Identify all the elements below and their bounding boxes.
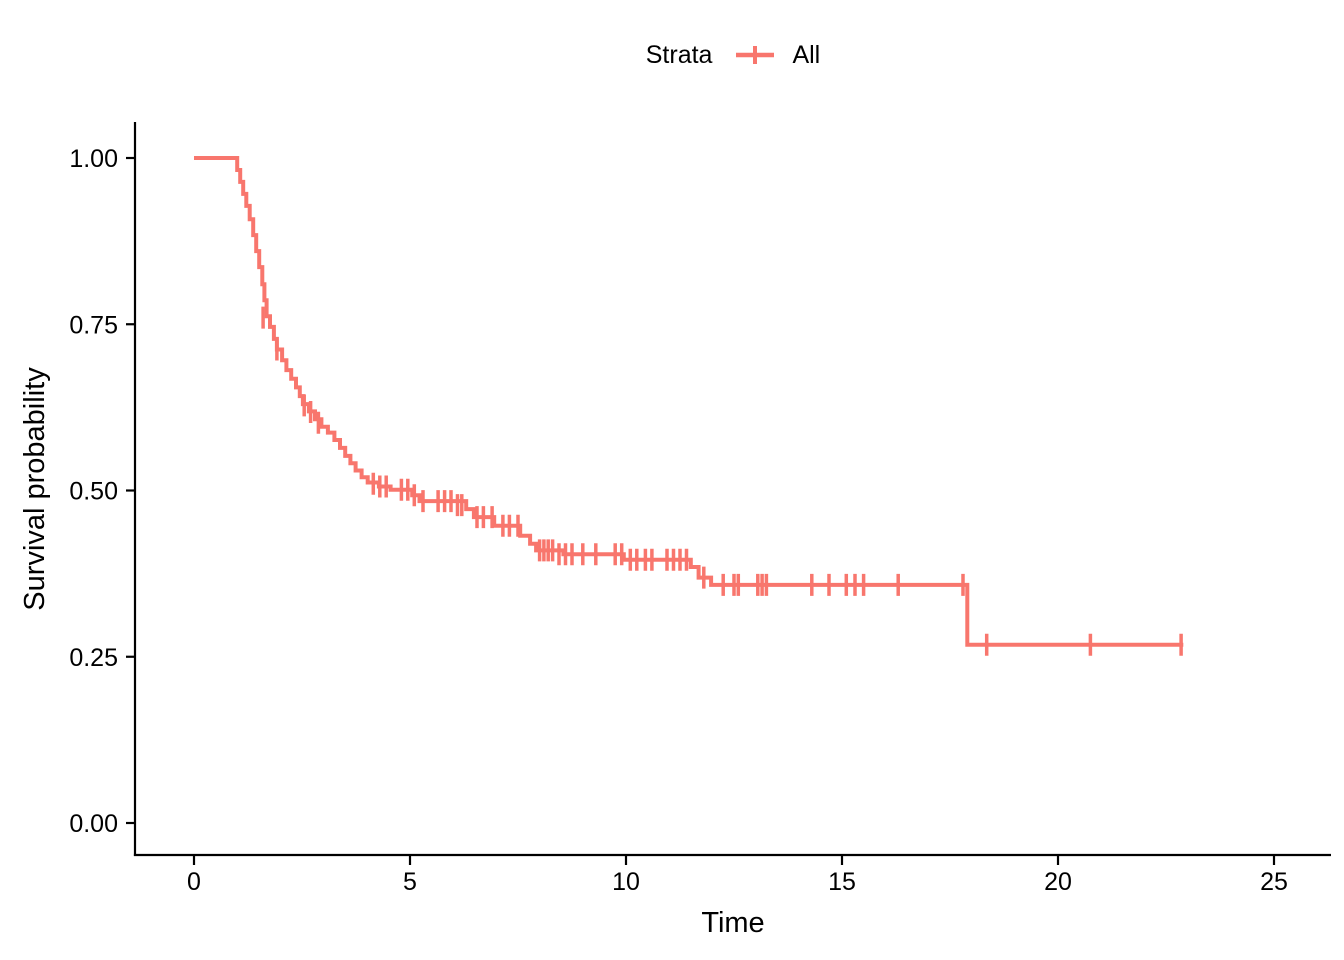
y-tick-label: 0.50 — [69, 478, 118, 506]
km-curve — [194, 156, 1184, 647]
censor-plus-icon — [736, 46, 775, 64]
legend-title: Strata — [645, 40, 713, 69]
y-tick-label: 0.25 — [69, 644, 118, 672]
x-tick-label: 10 — [612, 868, 640, 896]
survival-curve-layer — [194, 156, 1184, 656]
y-tick-label: 1.00 — [69, 145, 118, 173]
censor-marks — [261, 306, 1183, 656]
legend: Strata All — [135, 38, 1331, 72]
x-tick-label: 5 — [403, 868, 417, 896]
x-tick-label: 15 — [828, 868, 856, 896]
y-axis-title: Survival probability — [19, 367, 51, 611]
legend-entry-all: All — [792, 40, 821, 69]
x-tick-label: 20 — [1044, 868, 1072, 896]
y-tick-label: 0.75 — [69, 311, 118, 339]
x-tick-label: 25 — [1260, 868, 1288, 896]
x-axis-title: Time — [701, 907, 764, 939]
y-tick-label: 0.00 — [69, 810, 118, 838]
axis-ticks: 0 5 10 15 20 25 0.00 0.25 0.50 0.75 1.00 — [69, 145, 1288, 896]
x-tick-label: 0 — [187, 868, 201, 896]
